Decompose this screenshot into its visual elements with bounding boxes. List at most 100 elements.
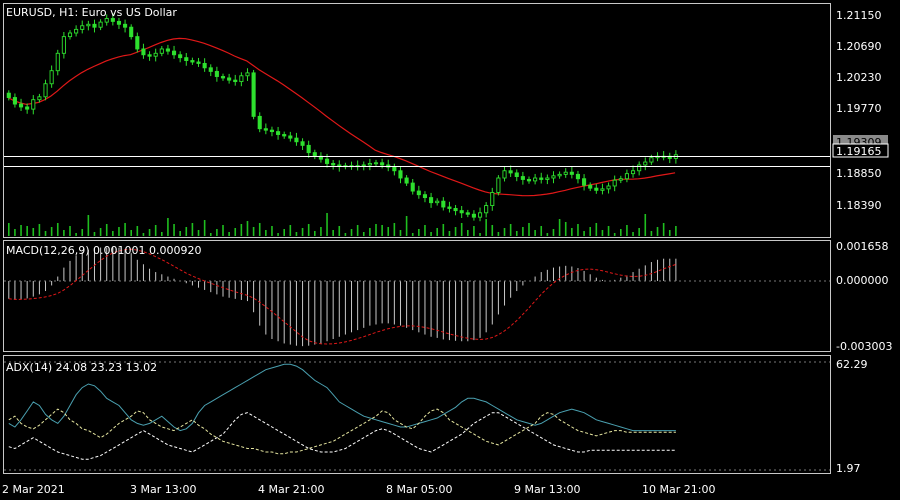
candle[interactable] (477, 207, 483, 222)
candle[interactable] (661, 151, 666, 161)
price-candles[interactable] (6, 13, 678, 222)
candle[interactable] (227, 73, 232, 84)
candle[interactable] (74, 25, 79, 37)
candle[interactable] (276, 126, 281, 140)
candle[interactable] (373, 159, 379, 167)
candle[interactable] (196, 57, 201, 67)
candle[interactable] (55, 49, 60, 76)
candle[interactable] (545, 174, 550, 185)
candle[interactable] (575, 170, 581, 184)
candle[interactable] (43, 79, 48, 101)
candle[interactable] (429, 192, 434, 208)
candle[interactable] (386, 159, 391, 172)
candle[interactable] (233, 74, 238, 86)
main-chart-frame[interactable] (3, 3, 831, 238)
candle[interactable] (141, 43, 146, 59)
candle[interactable] (306, 140, 311, 158)
candle[interactable] (98, 19, 103, 31)
candle[interactable] (190, 57, 195, 65)
candle[interactable] (116, 17, 122, 29)
candle[interactable] (496, 175, 501, 196)
candle[interactable] (184, 53, 189, 66)
candle[interactable] (416, 185, 421, 199)
candle[interactable] (398, 166, 403, 184)
candle[interactable] (355, 160, 360, 171)
candle[interactable] (453, 204, 458, 216)
candle[interactable] (147, 51, 152, 61)
candle[interactable] (49, 65, 54, 88)
candle[interactable] (294, 132, 299, 146)
candle[interactable] (551, 171, 556, 184)
candle[interactable] (392, 163, 397, 176)
candle[interactable] (67, 30, 73, 40)
candle[interactable] (514, 169, 519, 182)
candle[interactable] (637, 161, 642, 176)
candle[interactable] (594, 184, 599, 194)
candle[interactable] (484, 202, 489, 218)
candle[interactable] (239, 72, 244, 87)
candle[interactable] (422, 191, 428, 203)
candle[interactable] (288, 131, 293, 142)
candle[interactable] (331, 160, 336, 170)
candle[interactable] (86, 20, 91, 31)
candle[interactable] (600, 183, 605, 195)
candle[interactable] (104, 14, 109, 26)
candle[interactable] (245, 68, 250, 81)
candle[interactable] (337, 160, 342, 172)
candle[interactable] (624, 169, 629, 183)
adx-axis[interactable]: 62.29 1.97 (836, 358, 868, 475)
candle[interactable] (220, 73, 226, 81)
candle[interactable] (61, 31, 66, 59)
candle[interactable] (129, 24, 134, 40)
candle[interactable] (18, 98, 24, 112)
candle[interactable] (178, 51, 183, 63)
candle[interactable] (263, 123, 268, 135)
candle[interactable] (251, 69, 256, 120)
candle[interactable] (37, 93, 42, 103)
time-axis[interactable]: 2 Mar 2021 3 Mar 13:00 4 Mar 21:00 8 Mar… (2, 483, 715, 496)
candle[interactable] (612, 175, 617, 192)
candle[interactable] (318, 152, 323, 163)
candle[interactable] (490, 187, 495, 211)
candle[interactable] (153, 48, 158, 62)
candle[interactable] (618, 175, 623, 184)
candle[interactable] (526, 176, 532, 184)
candle[interactable] (214, 66, 219, 82)
candle[interactable] (606, 182, 611, 194)
candle[interactable] (159, 46, 164, 57)
candle[interactable] (312, 149, 317, 160)
candle[interactable] (6, 90, 11, 101)
candle[interactable] (447, 201, 452, 213)
candle[interactable] (465, 209, 470, 218)
candle[interactable] (441, 197, 446, 211)
candle[interactable] (557, 171, 562, 179)
candle[interactable] (110, 13, 115, 26)
price-axis[interactable]: 1.21150 1.20690 1.20230 1.19770 1.19309 … (832, 9, 889, 212)
candle[interactable] (202, 58, 207, 72)
macd-panel-frame[interactable] (3, 240, 831, 352)
candle[interactable] (588, 182, 593, 192)
candle[interactable] (165, 44, 170, 55)
candle[interactable] (135, 32, 140, 53)
candle[interactable] (667, 152, 672, 164)
candle[interactable] (349, 161, 354, 170)
candle[interactable] (502, 166, 507, 182)
candle[interactable] (367, 158, 372, 171)
candle[interactable] (257, 112, 262, 133)
candle[interactable] (31, 95, 36, 115)
candle[interactable] (582, 174, 587, 191)
candle[interactable] (404, 175, 409, 186)
horizontal-price-lines[interactable] (4, 156, 830, 167)
candle[interactable] (643, 157, 648, 171)
candle[interactable] (435, 198, 440, 206)
candle[interactable] (282, 131, 287, 139)
candle[interactable] (25, 103, 30, 114)
candle[interactable] (630, 165, 636, 178)
candle[interactable] (80, 20, 85, 34)
candle[interactable] (92, 19, 97, 33)
candle[interactable] (269, 126, 275, 137)
candle[interactable] (533, 173, 538, 185)
candle[interactable] (563, 168, 568, 178)
adx-panel-frame[interactable] (3, 355, 831, 474)
